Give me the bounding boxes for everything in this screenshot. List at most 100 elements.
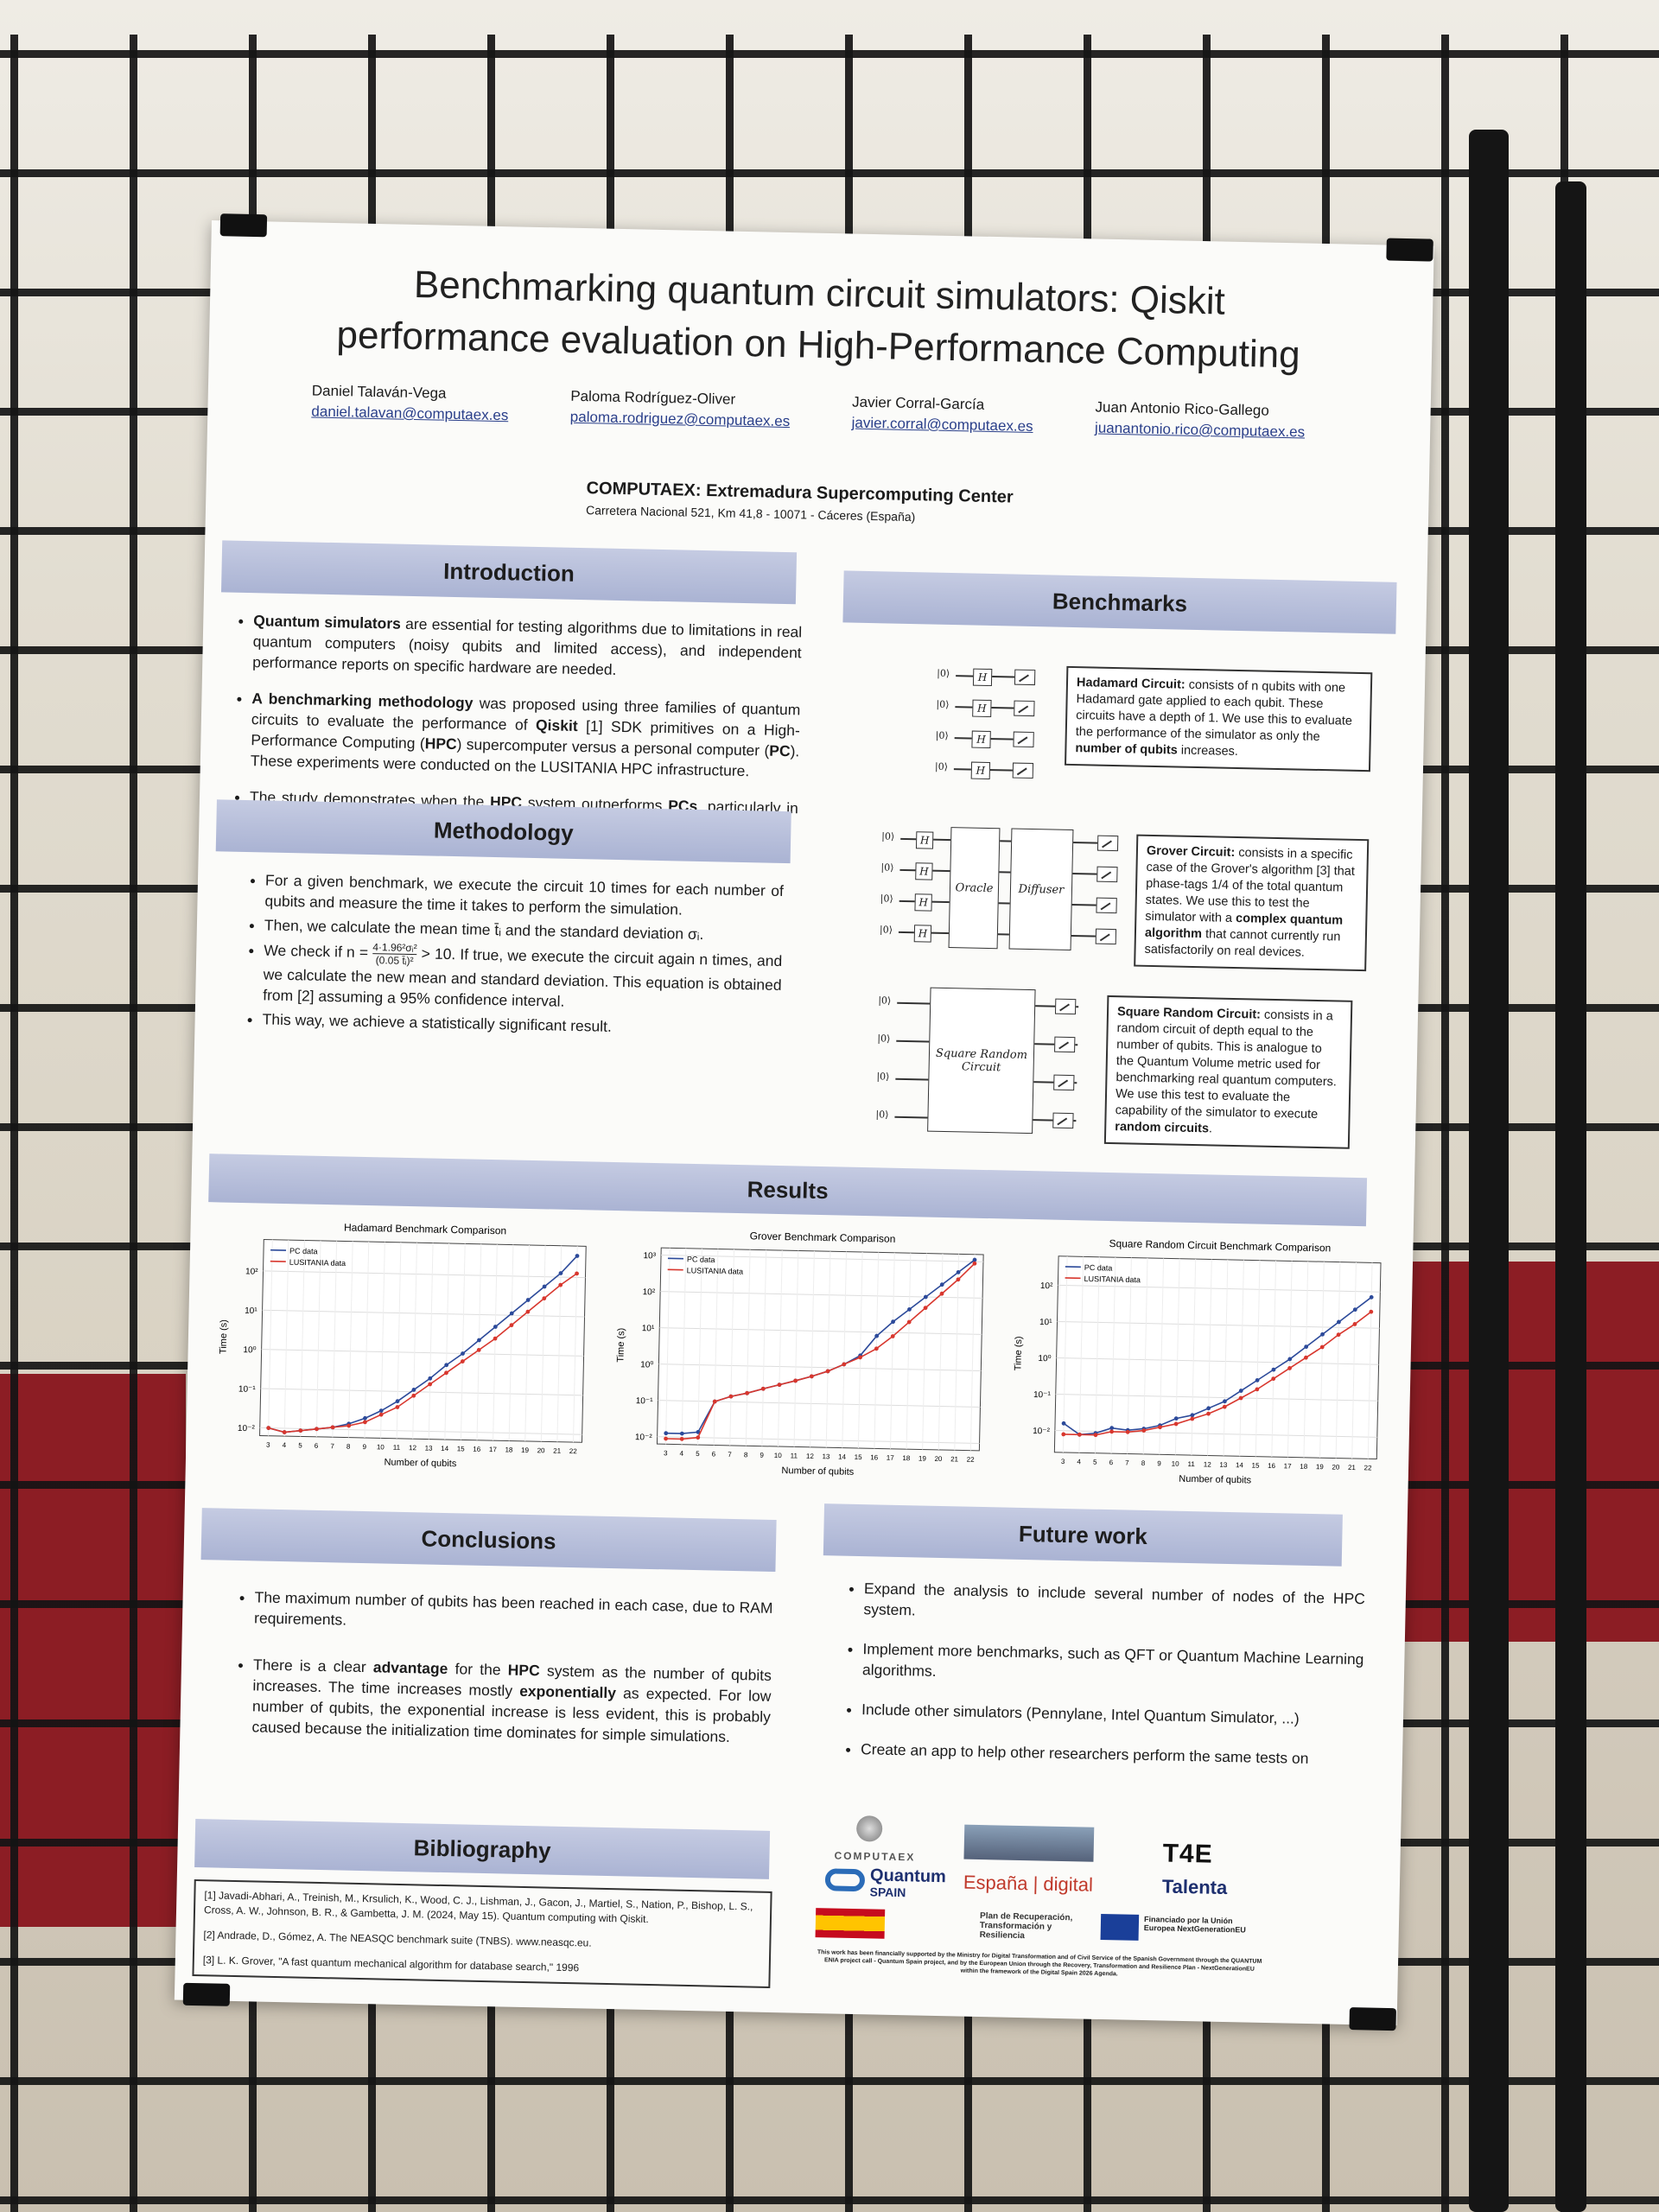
legend-label: PC data bbox=[289, 1247, 318, 1256]
grid-line bbox=[315, 1240, 321, 1437]
grover-circuit-diagram: |0⟩ |0⟩ |0⟩ |0⟩ H H H H Oracle Diffuser bbox=[879, 827, 1123, 965]
chart-title: Square Random Circuit Benchmark Comparis… bbox=[1109, 1237, 1331, 1254]
data-point bbox=[1173, 1421, 1179, 1427]
grid-line bbox=[660, 1291, 983, 1299]
data-point bbox=[825, 1369, 830, 1374]
measure-icon bbox=[1095, 928, 1117, 945]
grid-line bbox=[969, 1254, 976, 1451]
series-line bbox=[268, 1273, 578, 1433]
grid-line bbox=[713, 1249, 719, 1446]
grid-line bbox=[1255, 1260, 1261, 1457]
results-heading: Results bbox=[208, 1154, 1368, 1227]
author-email[interactable]: paloma.rodriguez@computaex.es bbox=[569, 408, 791, 430]
data-point bbox=[1061, 1432, 1066, 1437]
grid-line bbox=[658, 1400, 981, 1408]
x-tick-label: 15 bbox=[1251, 1462, 1260, 1470]
grid-line bbox=[347, 1241, 353, 1438]
grid-line bbox=[842, 1251, 848, 1448]
data-point bbox=[362, 1420, 367, 1425]
bibliography-heading: Bibliography bbox=[194, 1819, 771, 1879]
data-point bbox=[266, 1426, 271, 1431]
x-tick-label: 4 bbox=[679, 1450, 683, 1458]
diffuser-block: Diffuser bbox=[1008, 828, 1074, 951]
grid-line bbox=[1191, 1259, 1197, 1456]
data-point bbox=[1352, 1307, 1357, 1313]
hadamard-gate: H bbox=[972, 699, 992, 718]
x-tick-label: 13 bbox=[1219, 1461, 1228, 1469]
grid-line bbox=[1207, 1259, 1212, 1456]
grid-line bbox=[1062, 1255, 1068, 1452]
author-email[interactable]: javier.corral@computaex.es bbox=[851, 414, 1033, 435]
measure-icon bbox=[1012, 762, 1034, 779]
hadamard-gate: H bbox=[915, 862, 933, 880]
y-tick-label: 10² bbox=[245, 1267, 258, 1276]
x-tick-label: 5 bbox=[696, 1450, 700, 1458]
author-email[interactable]: daniel.talavan@computaex.es bbox=[311, 403, 509, 424]
data-point bbox=[395, 1399, 400, 1404]
y-axis-label: Time (s) bbox=[219, 1319, 230, 1354]
square-random-block: Square Random Circuit bbox=[927, 987, 1036, 1135]
grid-line bbox=[262, 1309, 585, 1318]
x-tick-label: 11 bbox=[791, 1452, 798, 1459]
author: Juan Antonio Rico-Gallego juanantonio.ric… bbox=[1094, 398, 1306, 441]
oracle-block: Oracle bbox=[948, 827, 1001, 950]
grid-line bbox=[1159, 1258, 1165, 1455]
data-point bbox=[1255, 1377, 1260, 1382]
grid-line bbox=[412, 1243, 417, 1440]
square-random-description: Square Random Circuit: consists in a ran… bbox=[1103, 995, 1353, 1149]
list-item: We check if n = 4·1.96²σᵢ²(0.05 t̄ᵢ)² > … bbox=[263, 938, 782, 1016]
grid-line bbox=[777, 1250, 783, 1447]
data-point bbox=[330, 1425, 335, 1430]
hadamard-gate: H bbox=[914, 893, 932, 912]
x-axis-label: Number of qubits bbox=[1179, 1474, 1251, 1486]
y-tick-label: 10⁻¹ bbox=[238, 1384, 257, 1394]
data-point bbox=[378, 1408, 384, 1414]
grid-line bbox=[283, 1240, 289, 1437]
data-point bbox=[906, 1319, 912, 1325]
introduction-heading: Introduction bbox=[220, 540, 798, 605]
x-tick-label: 3 bbox=[664, 1449, 668, 1457]
x-tick-label: 17 bbox=[489, 1446, 498, 1453]
grid-line bbox=[761, 1249, 767, 1446]
data-point bbox=[1125, 1429, 1130, 1434]
grid-line bbox=[268, 1239, 273, 1436]
grid-line bbox=[428, 1243, 434, 1440]
data-point bbox=[1304, 1344, 1309, 1349]
grid-line bbox=[1056, 1357, 1379, 1365]
data-point bbox=[476, 1347, 481, 1352]
data-point bbox=[1369, 1309, 1374, 1314]
x-tick-label: 10 bbox=[774, 1452, 783, 1459]
y-tick-label: 10² bbox=[1040, 1281, 1053, 1291]
author-email[interactable]: juanantonio.rico@computaex.es bbox=[1094, 419, 1306, 441]
data-point bbox=[858, 1355, 862, 1360]
x-tick-label: 10 bbox=[1172, 1460, 1180, 1468]
grid-line bbox=[1110, 1257, 1116, 1454]
x-tick-label: 14 bbox=[1236, 1461, 1244, 1469]
grid-line bbox=[540, 1245, 546, 1442]
grid-line bbox=[572, 1246, 578, 1443]
grid-line bbox=[745, 1249, 751, 1446]
data-point bbox=[1287, 1357, 1293, 1362]
x-tick-label: 16 bbox=[1268, 1462, 1276, 1470]
y-tick-label: 10³ bbox=[643, 1251, 656, 1261]
x-tick-label: 15 bbox=[855, 1453, 863, 1461]
data-point bbox=[525, 1298, 531, 1302]
series-line bbox=[665, 1262, 976, 1440]
data-point bbox=[509, 1323, 514, 1328]
hadamard-gate: H bbox=[970, 761, 991, 780]
list-item: Expand the analysis to include several n… bbox=[863, 1578, 1365, 1630]
methodology-list: For a given benchmark, we execute the ci… bbox=[238, 869, 784, 1056]
x-tick-label: 21 bbox=[950, 1455, 959, 1463]
data-point bbox=[777, 1382, 782, 1387]
data-point bbox=[493, 1325, 498, 1329]
x-tick-label: 6 bbox=[315, 1442, 319, 1450]
espana-digital-logo: España | digital bbox=[963, 1871, 1094, 1896]
data-point bbox=[525, 1309, 531, 1314]
x-tick-label: 20 bbox=[934, 1455, 943, 1463]
computaex-emblem-icon bbox=[855, 1815, 883, 1842]
measure-icon bbox=[1014, 700, 1035, 717]
data-point bbox=[461, 1351, 465, 1356]
grid-line bbox=[1335, 1262, 1341, 1459]
bibliography-list: [1] Javadi-Abhari, A., Treinish, M., Krs… bbox=[192, 1878, 772, 1988]
y-tick-label: 10¹ bbox=[1039, 1318, 1052, 1327]
